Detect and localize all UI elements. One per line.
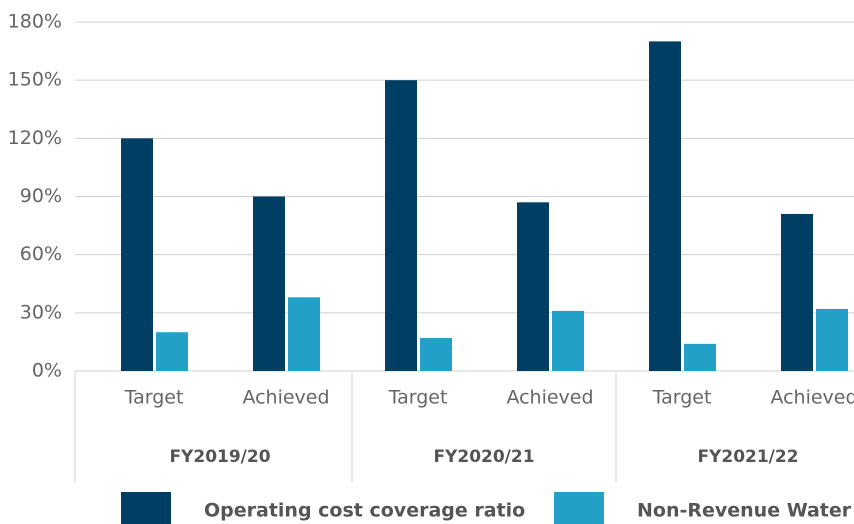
legend-label: Non-Revenue Water (637, 500, 852, 522)
bar (684, 343, 716, 371)
group-label: FY2020/21 (433, 447, 534, 467)
x-tick-label: Achieved (506, 387, 593, 409)
x-tick-label: Achieved (242, 387, 329, 409)
legend-label: Operating cost coverage ratio (204, 500, 525, 522)
bar (121, 138, 153, 371)
y-tick-label: 150% (8, 69, 62, 91)
x-tick-label: Achieved (770, 387, 854, 409)
bar (649, 41, 681, 372)
bar (816, 308, 848, 371)
group-label: FY2021/22 (697, 447, 798, 467)
legend-swatch (554, 492, 604, 524)
bar (253, 196, 285, 371)
bar (781, 213, 813, 371)
x-tick-label: Target (388, 387, 448, 409)
bar (420, 338, 452, 371)
y-tick-label: 60% (20, 243, 62, 265)
bar (517, 202, 549, 371)
legend-swatch (121, 492, 171, 524)
y-tick-label: 0% (32, 360, 62, 382)
x-tick-label: Target (124, 387, 184, 409)
y-tick-label: 90% (20, 185, 62, 207)
group-label: FY2019/20 (169, 447, 270, 467)
x-tick-label: Target (652, 387, 712, 409)
bar (385, 80, 417, 372)
y-tick-label: 120% (8, 127, 62, 149)
bar (156, 332, 188, 371)
bar (552, 310, 584, 371)
bar (288, 297, 320, 371)
y-tick-label: 180% (8, 11, 62, 33)
y-tick-label: 30% (20, 301, 62, 323)
